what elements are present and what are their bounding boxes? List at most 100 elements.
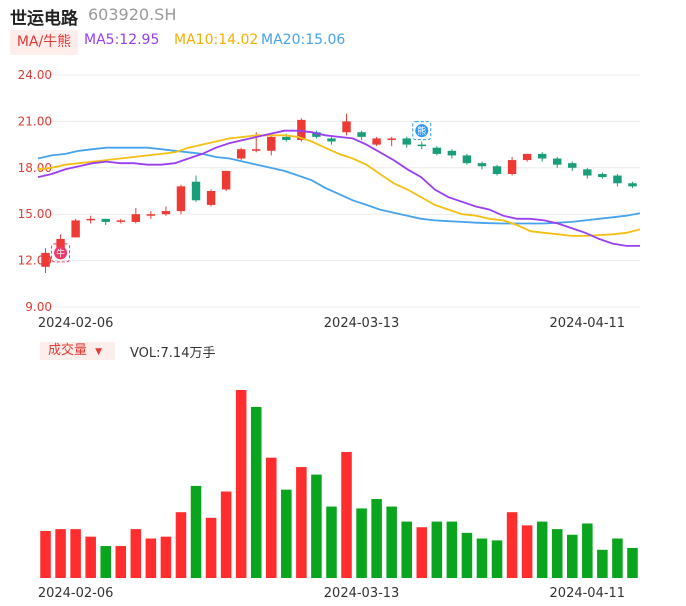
volume-bar — [371, 499, 382, 578]
candle-body — [86, 218, 95, 221]
volume-bar — [296, 467, 307, 578]
volume-bar — [130, 529, 142, 578]
dropdown-arrow-icon: ▼ — [95, 347, 103, 357]
candle-body — [628, 183, 637, 187]
price-date-axis: 2024-02-06 2024-03-13 2024-04-11 — [38, 316, 625, 331]
candle-body — [522, 153, 532, 161]
candle-body — [206, 191, 216, 205]
candle-body — [553, 158, 562, 165]
svg-text:牛: 牛 — [56, 247, 65, 259]
volume-value: VOL:7.14万手 — [130, 346, 216, 361]
candle-body — [447, 150, 457, 156]
volume-bar — [311, 474, 322, 578]
candle-body — [282, 136, 291, 140]
volume-bar — [175, 512, 187, 578]
volume-bar — [100, 546, 111, 578]
candle-body — [146, 214, 156, 216]
volume-bar — [266, 457, 277, 578]
volume-bars — [40, 390, 638, 578]
y-tick-label: 9.00 — [25, 300, 52, 314]
volume-bar — [205, 517, 217, 578]
bear-icon: 熊 — [412, 121, 432, 141]
candlesticks — [41, 113, 637, 273]
x-tick-label: 2024-02-06 — [38, 586, 114, 601]
candle-body — [221, 170, 231, 190]
candle-body — [372, 138, 381, 145]
candle-body — [462, 155, 472, 164]
candle-body — [342, 121, 351, 133]
volume-bar — [461, 532, 473, 578]
candle-body — [267, 136, 276, 151]
candle-body — [537, 153, 547, 159]
volume-bar — [416, 527, 428, 578]
volume-bar — [40, 531, 51, 578]
svg-text:熊: 熊 — [417, 125, 426, 137]
candle-body — [357, 132, 366, 137]
volume-bar — [190, 485, 202, 578]
volume-bar — [160, 536, 172, 578]
price-grid — [38, 74, 640, 308]
volume-bar — [597, 549, 608, 578]
stock-name: 世运电路 — [10, 9, 78, 29]
volume-bar — [341, 452, 352, 578]
y-tick-label: 15.00 — [18, 207, 52, 221]
candle-body — [236, 149, 246, 159]
x-tick-label: 2024-04-11 — [550, 586, 626, 601]
candle-body — [101, 218, 110, 222]
stock-code: 603920.SH — [88, 5, 177, 24]
ma20-line — [37, 146, 641, 225]
volume-bar — [55, 529, 66, 578]
volume-bar — [356, 508, 367, 578]
candle-body — [131, 214, 141, 222]
ma5-line — [37, 129, 640, 247]
volume-bar — [145, 538, 157, 578]
volume-bar — [70, 529, 81, 578]
candle-body — [387, 138, 396, 140]
ma-indicator-selector[interactable]: MA/牛熊 — [10, 30, 78, 55]
candle-body — [41, 252, 50, 267]
volume-indicator-selector[interactable]: 成交量 ▼ — [40, 342, 115, 360]
candle-body — [312, 132, 321, 137]
volume-tag-label: 成交量 — [48, 343, 88, 358]
volume-bar — [386, 506, 397, 578]
ma5-label: MA5:12.95 — [84, 32, 160, 48]
ma20-label: MA20:15.06 — [261, 32, 346, 48]
volume-bar — [567, 534, 578, 578]
volume-bar — [491, 540, 503, 578]
candle-body — [492, 166, 502, 174]
volume-bar — [281, 489, 292, 578]
ma10-line — [37, 134, 641, 237]
x-tick-label: 2024-03-13 — [324, 316, 400, 331]
candle-body — [252, 149, 261, 151]
x-tick-label: 2024-02-06 — [38, 316, 114, 331]
volume-bar — [235, 390, 247, 578]
candle-body — [568, 163, 577, 168]
candle-body — [297, 119, 306, 140]
x-tick-label: 2024-03-13 — [324, 586, 400, 601]
y-tick-label: 18.00 — [18, 161, 52, 175]
candle-body — [417, 144, 426, 147]
candle-body — [477, 163, 487, 167]
bull-icon: 牛 — [51, 243, 71, 263]
candle-body — [116, 220, 125, 222]
volume-bar — [536, 521, 548, 578]
volume-bar — [446, 521, 458, 578]
volume-bar — [612, 538, 623, 578]
candle-body — [71, 220, 80, 238]
y-tick-label: 21.00 — [18, 114, 52, 128]
volume-bar — [431, 521, 443, 578]
volume-bar — [250, 406, 262, 578]
candle-body — [176, 186, 186, 212]
volume-bar — [326, 506, 337, 578]
volume-bar — [401, 521, 412, 578]
volume-bar — [506, 512, 518, 578]
ma10-label: MA10:14.02 — [174, 32, 259, 48]
volume-bar — [551, 529, 563, 578]
volume-bar — [476, 538, 488, 578]
volume-bar — [521, 525, 533, 578]
candle-body — [327, 138, 336, 142]
volume-date-axis: 2024-02-06 2024-03-13 2024-04-11 — [38, 586, 625, 601]
candle-body — [161, 211, 171, 215]
y-tick-label: 24.00 — [18, 68, 52, 82]
